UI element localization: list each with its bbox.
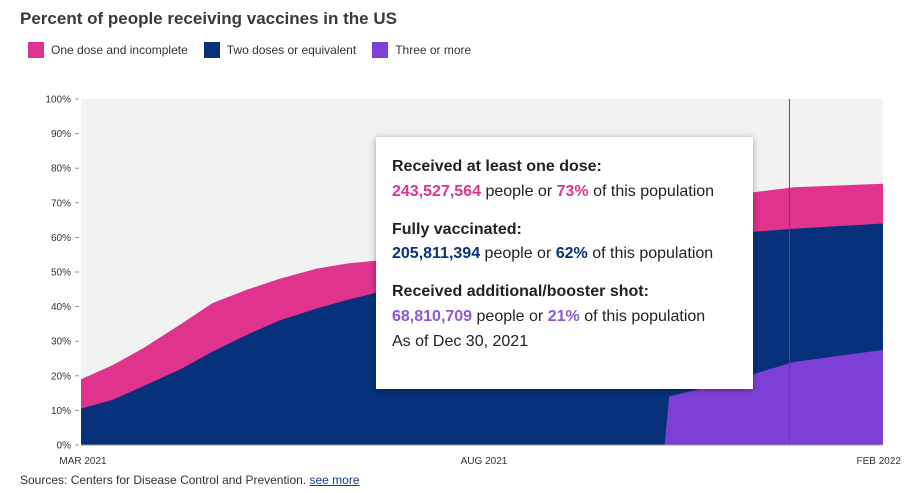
sources-text: Sources: Centers for Disease Control and… bbox=[20, 473, 307, 487]
y-tick-label: 20% bbox=[51, 371, 71, 382]
tooltip-booster-count: 68,810,709 bbox=[392, 307, 473, 325]
y-tick-label: 100% bbox=[45, 95, 71, 106]
legend-label-three-or-more: Three or more bbox=[395, 43, 472, 57]
tooltip-booster-tail: of this population bbox=[584, 307, 706, 325]
legend-item-two-doses[interactable]: Two doses or equivalent bbox=[203, 42, 357, 58]
legend-item-one-dose[interactable]: One dose and incomplete bbox=[28, 42, 188, 58]
tooltip-fully-vaccinated-tail: of this population bbox=[592, 245, 714, 263]
tooltip-booster-mid: people or bbox=[476, 307, 544, 325]
y-tick-label: 90% bbox=[51, 129, 71, 140]
tooltip-booster-line: 68,810,709 people or 21% of this populat… bbox=[392, 305, 737, 330]
tooltip-first-dose-mid: people or bbox=[485, 182, 553, 200]
chart-title: Percent of people receiving vaccines in … bbox=[20, 9, 397, 28]
y-tick-label: 10% bbox=[51, 406, 71, 417]
legend-label-one-dose: One dose and incomplete bbox=[51, 43, 188, 57]
y-tick-label: 40% bbox=[51, 302, 71, 313]
legend-swatch-three-or-more bbox=[372, 42, 389, 58]
y-tick-label: 70% bbox=[51, 198, 71, 209]
legend-item-three-or-more[interactable]: Three or more bbox=[372, 42, 471, 58]
legend-swatch-one-dose bbox=[28, 42, 44, 58]
legend: One dose and incomplete Two doses or equ… bbox=[28, 41, 487, 59]
tooltip-fully-vaccinated-mid: people or bbox=[484, 245, 552, 263]
x-tick-label: FEB 2022 bbox=[857, 456, 902, 467]
tooltip-first-dose-line: 243,527,564 people or 73% of this popula… bbox=[392, 180, 737, 205]
legend-swatch-two-doses bbox=[203, 42, 220, 58]
tooltip-first-dose-tail: of this population bbox=[593, 182, 715, 200]
area-three-or-more bbox=[81, 349, 883, 445]
y-tick-label: 80% bbox=[51, 164, 71, 175]
tooltip-first-dose-count: 243,527,564 bbox=[392, 182, 481, 200]
tooltip-booster-heading: Received additional/booster shot: bbox=[392, 283, 649, 301]
x-tick-label: AUG 2021 bbox=[461, 456, 508, 467]
tooltip-first-dose-heading: Received at least one dose: bbox=[392, 158, 602, 175]
tooltip-fully-vaccinated-line: 205,811,394 people or 62% of this popula… bbox=[392, 242, 737, 267]
tooltip-fully-vaccinated-count: 205,811,394 bbox=[392, 245, 481, 263]
see-more-link[interactable]: see more bbox=[309, 473, 360, 487]
tooltip-fully-vaccinated-heading: Fully vaccinated: bbox=[392, 220, 522, 238]
x-tick-label: MAR 2021 bbox=[59, 456, 107, 467]
y-tick-label: 0% bbox=[57, 441, 72, 452]
tooltip-fully-vaccinated: Fully vaccinated: 205,811,394 people or … bbox=[392, 218, 737, 268]
tooltip-as-of-date: As of Dec 30, 2021 bbox=[392, 332, 529, 350]
tooltip-booster: Received additional/booster shot: 68,810… bbox=[392, 280, 737, 354]
tooltip-first-dose: Received at least one dose: 243,527,564 … bbox=[392, 155, 737, 205]
tooltip-first-dose-pct: 73% bbox=[556, 182, 589, 200]
y-tick-label: 60% bbox=[51, 233, 71, 244]
tooltip-booster-pct: 21% bbox=[547, 307, 580, 325]
tooltip-fully-vaccinated-pct: 62% bbox=[555, 245, 588, 263]
data-tooltip: Received at least one dose: 243,527,564 … bbox=[376, 137, 753, 389]
sources-note: Sources: Centers for Disease Control and… bbox=[20, 473, 360, 487]
y-tick-label: 50% bbox=[51, 268, 71, 279]
y-tick-label: 30% bbox=[51, 337, 71, 348]
legend-label-two-doses: Two doses or equivalent bbox=[226, 43, 357, 57]
